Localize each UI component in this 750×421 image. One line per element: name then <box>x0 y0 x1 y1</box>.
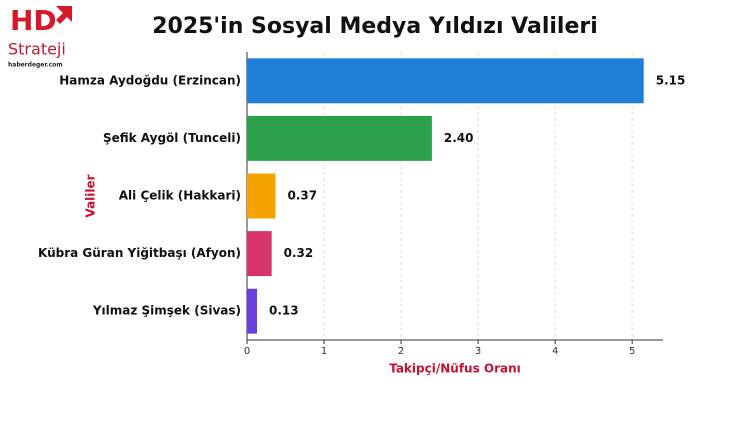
bar <box>247 173 276 219</box>
value-label: 2.40 <box>444 131 474 145</box>
y-tick-label: Hamza Aydoğdu (Erzincan) <box>59 73 241 87</box>
bar <box>247 288 258 334</box>
bar <box>247 231 272 277</box>
logo-name: Strateji <box>8 40 66 59</box>
x-axis-label: Takipçi/Nüfus Oranı <box>389 362 521 376</box>
logo-icon <box>56 6 72 24</box>
logo-brand: HD <box>10 4 57 37</box>
x-tick-label: 1 <box>321 346 327 357</box>
value-label: 0.13 <box>269 304 299 318</box>
y-axis-label: Valiler <box>84 174 98 217</box>
value-label: 0.37 <box>288 189 318 203</box>
y-tick-label: Ali Çelik (Hakkari) <box>119 189 241 203</box>
bar <box>247 58 644 104</box>
chart-title: 2025'in Sosyal Medya Yıldızı Valileri <box>152 14 598 39</box>
y-tick-label: Yılmaz Şimşek (Sivas) <box>92 304 241 318</box>
x-tick-label: 2 <box>398 346 404 357</box>
value-label: 5.15 <box>656 73 686 87</box>
y-tick-label: Şefik Aygöl (Tunceli) <box>103 131 241 145</box>
x-tick-label: 0 <box>244 346 250 357</box>
x-tick-label: 3 <box>475 346 481 357</box>
x-tick-label: 4 <box>552 346 558 357</box>
bar <box>247 115 432 161</box>
x-tick-label: 5 <box>629 346 635 357</box>
logo-site: haberdeger.com <box>8 62 63 69</box>
y-tick-label: Kübra Güran Yiğitbaşı (Afyon) <box>38 246 241 260</box>
value-label: 0.32 <box>284 246 314 260</box>
